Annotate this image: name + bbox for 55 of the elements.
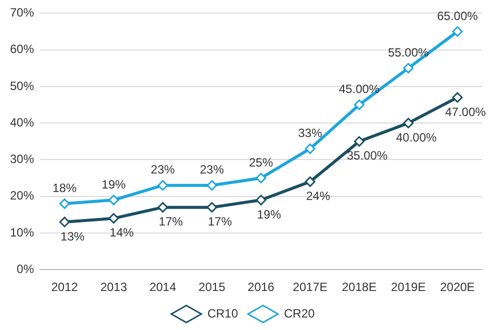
point — [354, 100, 364, 110]
x-tick-label: 2020E — [440, 280, 475, 294]
data-label: 23% — [150, 162, 176, 177]
point — [108, 194, 119, 206]
data-label: 17% — [208, 214, 232, 229]
x-tick-label: 2015 — [198, 280, 226, 294]
y-tick-label: 20% — [10, 188, 34, 203]
point — [354, 136, 364, 147]
x-tick-label: 2018E — [342, 280, 377, 294]
y-tick-label: 50% — [10, 78, 34, 93]
legend-label: CR20 — [284, 306, 316, 320]
point — [206, 180, 218, 191]
y-tick-label: 10% — [10, 225, 34, 240]
x-tick-label: 2013 — [100, 280, 128, 294]
data-label: 17% — [158, 214, 184, 229]
data-label: 65.00% — [437, 8, 478, 23]
point — [304, 143, 316, 154]
y-tick-label: 0% — [16, 262, 34, 276]
data-label: 45.00% — [338, 82, 380, 96]
data-label: 35.00% — [346, 148, 388, 163]
data-label: 18% — [52, 180, 77, 195]
point — [452, 26, 463, 37]
point — [256, 194, 266, 206]
point — [108, 213, 119, 224]
data-label: 33% — [298, 126, 322, 140]
point — [452, 92, 463, 103]
data-label: 24% — [306, 189, 330, 204]
data-label: 14% — [110, 226, 134, 240]
y-tick-label: 60% — [10, 42, 34, 56]
data-label: 40.00% — [396, 130, 438, 144]
legend-label: CR10 — [207, 306, 238, 320]
x-tick-label: 2017E — [292, 280, 328, 294]
point — [206, 202, 218, 213]
point — [304, 176, 316, 187]
data-label: 19% — [256, 207, 282, 222]
x-tick-label: 2012 — [51, 280, 78, 294]
data-label: 23% — [200, 162, 224, 177]
data-label: 55.00% — [388, 45, 430, 60]
x-tick-label: 2014 — [149, 280, 176, 294]
point — [403, 62, 414, 74]
point — [59, 198, 70, 209]
point — [59, 216, 70, 228]
x-tick-label: 2019E — [390, 280, 426, 294]
x-tick-label: 2016 — [248, 280, 275, 294]
data-label: 47.00% — [445, 104, 486, 119]
y-tick-label: 30% — [10, 152, 34, 166]
point — [158, 202, 168, 213]
data-label: 25% — [248, 155, 274, 170]
point — [256, 172, 266, 184]
data-label: 13% — [60, 229, 85, 244]
point — [158, 180, 168, 191]
y-tick-label: 70% — [10, 6, 34, 20]
y-tick-label: 40% — [10, 115, 34, 130]
point — [403, 118, 414, 128]
data-label: 19% — [102, 177, 126, 192]
